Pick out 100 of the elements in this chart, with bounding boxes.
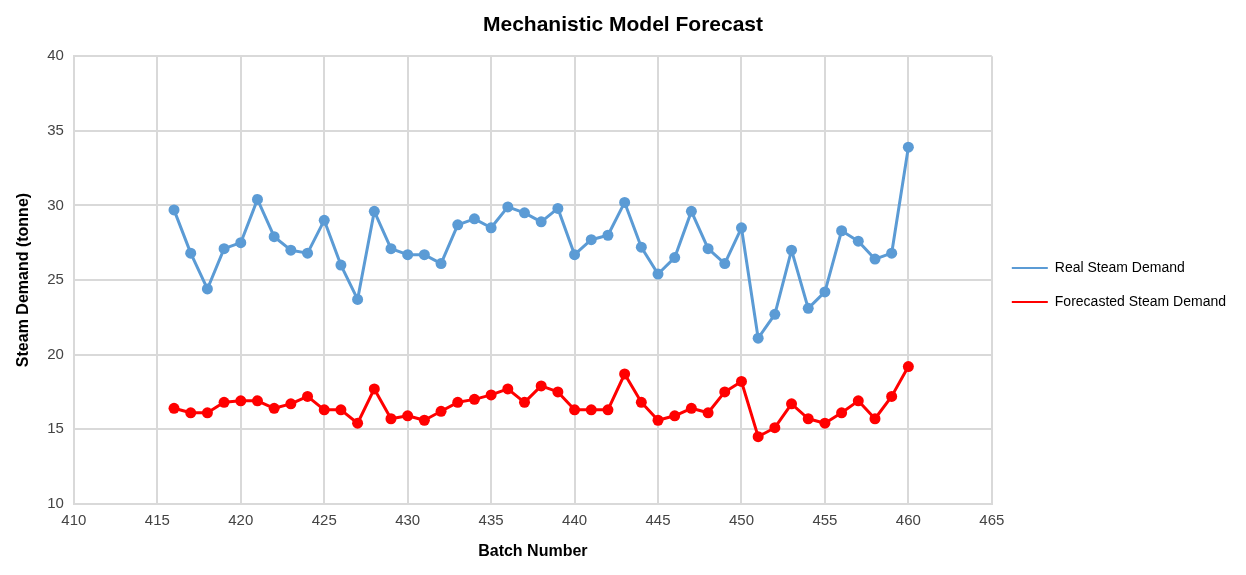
y-tick-label: 10 bbox=[47, 493, 64, 511]
point bbox=[635, 396, 647, 408]
legend-label: Forecasted Steam Demand bbox=[1054, 292, 1227, 309]
point bbox=[452, 219, 464, 231]
point bbox=[669, 252, 681, 264]
point bbox=[201, 283, 213, 295]
legend-label: Real Steam Demand bbox=[1054, 258, 1185, 275]
point bbox=[902, 361, 914, 373]
point bbox=[435, 405, 447, 417]
point bbox=[635, 241, 647, 253]
chart-title: Mechanistic Model Forecast bbox=[482, 12, 764, 36]
point bbox=[652, 414, 664, 426]
point bbox=[485, 389, 497, 401]
point bbox=[619, 196, 631, 208]
point bbox=[235, 237, 247, 249]
point bbox=[852, 395, 864, 407]
y-tick-label: 35 bbox=[47, 120, 64, 138]
point bbox=[485, 222, 497, 234]
x-tick-label: 420 bbox=[228, 510, 254, 528]
point bbox=[251, 395, 263, 407]
point bbox=[619, 368, 631, 380]
point bbox=[285, 244, 297, 256]
point bbox=[352, 417, 364, 429]
point bbox=[602, 404, 614, 416]
point bbox=[702, 407, 714, 419]
point bbox=[552, 386, 564, 398]
point bbox=[819, 417, 831, 429]
point bbox=[368, 383, 380, 395]
x-tick-label: 410 bbox=[61, 510, 87, 528]
y-axis-title: Steam Demand (tonne) bbox=[14, 192, 32, 368]
point bbox=[268, 231, 280, 243]
point bbox=[468, 393, 480, 405]
point bbox=[535, 216, 547, 228]
point bbox=[335, 259, 347, 271]
point bbox=[886, 247, 898, 259]
point bbox=[735, 375, 747, 387]
point bbox=[402, 410, 414, 422]
point bbox=[836, 225, 848, 237]
point bbox=[786, 244, 798, 256]
point bbox=[836, 407, 848, 419]
point bbox=[418, 249, 430, 261]
point bbox=[752, 431, 764, 443]
point bbox=[552, 202, 564, 214]
point bbox=[735, 222, 747, 234]
point bbox=[502, 201, 514, 213]
point bbox=[519, 207, 530, 219]
point bbox=[886, 390, 898, 402]
x-axis-title: Batch Number bbox=[478, 541, 588, 559]
point bbox=[652, 268, 664, 280]
point bbox=[201, 407, 213, 419]
point bbox=[869, 253, 881, 265]
point bbox=[318, 404, 330, 416]
point bbox=[669, 410, 681, 422]
point bbox=[285, 398, 297, 410]
y-tick-label: 25 bbox=[47, 270, 64, 288]
point bbox=[318, 214, 330, 226]
point bbox=[685, 402, 697, 414]
point bbox=[502, 383, 514, 395]
point bbox=[235, 395, 247, 407]
point bbox=[185, 407, 197, 419]
point bbox=[819, 286, 831, 298]
x-tick-label: 415 bbox=[144, 510, 170, 528]
point bbox=[385, 413, 397, 425]
point bbox=[802, 413, 814, 425]
point bbox=[168, 402, 180, 414]
point bbox=[869, 413, 881, 425]
point bbox=[302, 390, 314, 402]
point bbox=[452, 396, 464, 408]
x-tick-label: 425 bbox=[311, 510, 337, 528]
point bbox=[769, 308, 781, 320]
point bbox=[585, 404, 597, 416]
x-tick-label: 435 bbox=[478, 510, 504, 528]
point bbox=[352, 293, 364, 305]
x-tick-label: 460 bbox=[895, 510, 921, 528]
x-tick-label: 440 bbox=[562, 510, 588, 528]
point bbox=[569, 404, 581, 416]
point bbox=[719, 258, 731, 270]
y-tick-label: 40 bbox=[47, 46, 64, 64]
point bbox=[335, 404, 347, 416]
point bbox=[786, 398, 798, 410]
x-tick-label: 430 bbox=[395, 510, 421, 528]
point bbox=[902, 141, 914, 153]
point bbox=[685, 205, 697, 217]
x-tick-label: 450 bbox=[728, 510, 754, 528]
point bbox=[402, 249, 414, 261]
point bbox=[702, 243, 714, 255]
y-tick-label: 20 bbox=[47, 344, 64, 362]
point bbox=[802, 302, 814, 314]
point bbox=[368, 205, 380, 217]
point bbox=[268, 402, 280, 414]
point bbox=[852, 235, 864, 247]
x-tick-label: 455 bbox=[812, 510, 838, 528]
point bbox=[302, 247, 314, 259]
x-tick-label: 445 bbox=[645, 510, 671, 528]
point bbox=[168, 204, 180, 216]
point bbox=[418, 414, 430, 426]
point bbox=[719, 386, 731, 398]
point bbox=[251, 193, 263, 205]
point bbox=[602, 229, 614, 241]
point bbox=[185, 247, 197, 259]
